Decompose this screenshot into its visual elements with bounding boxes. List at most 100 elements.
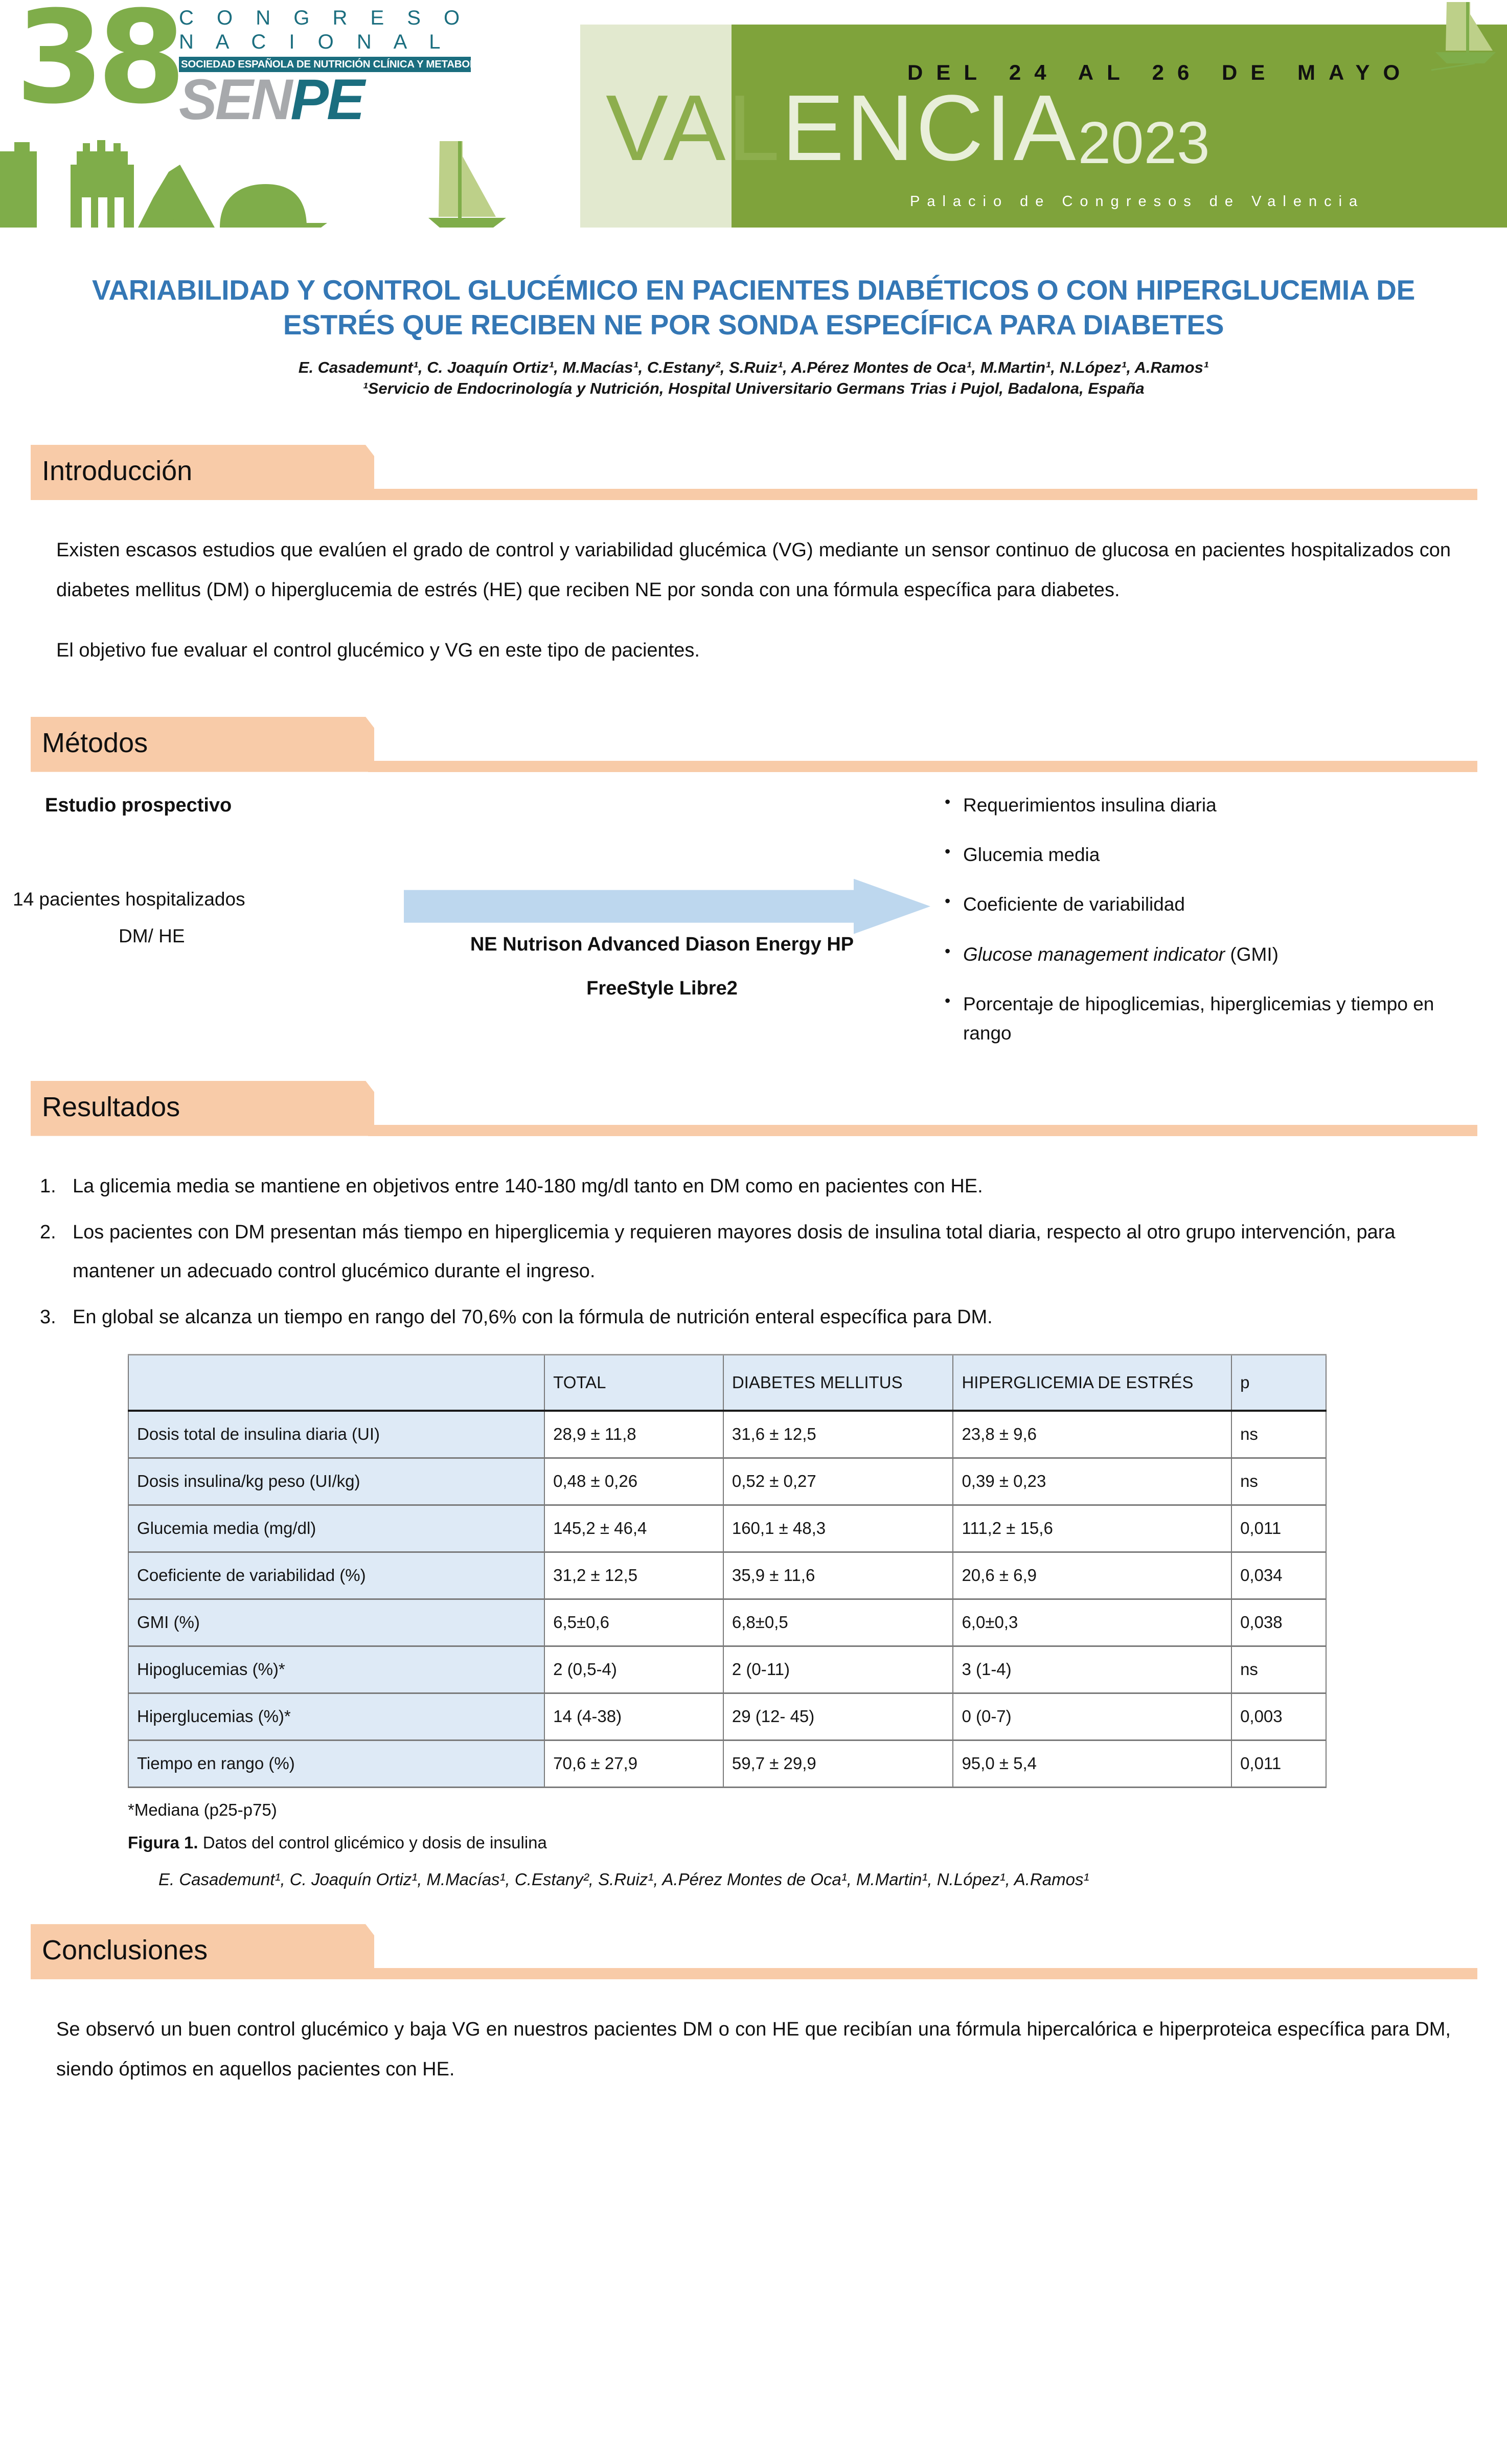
list-item: Glucemia media [941, 839, 1477, 869]
outcome-label: Coeficiente de variabilidad [963, 894, 1185, 915]
cell-total: 6,5±0,6 [544, 1598, 724, 1647]
cell-dm: 0,52 ± 0,27 [722, 1457, 954, 1506]
list-item: Los pacientes con DM presentan más tiemp… [40, 1213, 1396, 1282]
outcome-label: Requerimientos insulina diaria [963, 794, 1217, 816]
figure-caption-text: Datos del control glicémico y dosis de i… [198, 1833, 547, 1852]
cell-dm: 2 (0-11) [722, 1645, 954, 1694]
cell-he: 111,2 ± 15,6 [952, 1504, 1232, 1553]
resultados-list: La glicemia media se mantiene en objetiv… [0, 1167, 1507, 1337]
table-head: TOTAL DIABETES MELLITUS HIPERGLICEMIA DE… [127, 1353, 1327, 1412]
congress-year: 2023 [1078, 109, 1210, 176]
cell-he: 3 (1-4) [952, 1645, 1232, 1694]
senpe-pe: PE [290, 67, 364, 132]
cell-p: ns [1231, 1645, 1327, 1694]
table-row: Glucemia media (mg/dl) 145,2 ± 46,4 160,… [127, 1504, 1327, 1553]
society-name: SOCIEDAD ESPAÑOLA DE NUTRICIÓN CLÍNICA Y… [179, 57, 503, 73]
cell-total: 31,2 ± 12,5 [544, 1551, 724, 1600]
cell-dm: 160,1 ± 48,3 [722, 1504, 954, 1553]
cell-p: 0,011 [1231, 1739, 1327, 1788]
cell-dm: 35,9 ± 11,6 [722, 1551, 954, 1600]
outcome-label: Glucemia media [963, 844, 1100, 865]
section-tab-shape [31, 716, 374, 772]
section-tab-shape [31, 1924, 374, 1980]
row-label: Tiempo en rango (%) [127, 1739, 545, 1788]
senpe-wordmark: C O N G R E S O N A C I O N A L SOCIEDAD… [179, 6, 503, 132]
row-label: Glucemia media (mg/dl) [127, 1504, 545, 1553]
row-label: Hipoglucemias (%)* [127, 1645, 545, 1694]
section-title-resultados: Resultados [42, 1091, 180, 1122]
row-label: Coeficiente de variabilidad (%) [127, 1551, 545, 1600]
table-row: Dosis insulina/kg peso (UI/kg) 0,48 ± 0,… [127, 1457, 1327, 1506]
cell-dm: 31,6 ± 12,5 [722, 1410, 954, 1459]
section-header-introduccion: Introducción [31, 444, 1477, 500]
city-part-bright: ENCIA [782, 75, 1078, 180]
results-table-wrapper: TOTAL DIABETES MELLITUS HIPERGLICEMIA DE… [127, 1353, 1327, 1788]
outcomes-list: Requerimientos insulina diaria Glucemia … [941, 789, 1477, 1069]
cell-p: 0,011 [1231, 1504, 1327, 1553]
section-rule-bar [368, 1124, 1477, 1136]
affiliation-line: ¹Servicio de Endocrinología y Nutrición,… [362, 379, 1145, 397]
outcome-label: (GMI) [1225, 943, 1278, 965]
city-wordmark: VALENCIA2023 [606, 81, 1210, 174]
row-label: Dosis insulina/kg peso (UI/kg) [127, 1457, 545, 1506]
cell-p: 0,003 [1231, 1692, 1327, 1741]
col-header-he: HIPERGLICEMIA DE ESTRÉS [952, 1353, 1232, 1412]
section-rule-bar [368, 1968, 1477, 1980]
row-label: Dosis total de insulina diaria (UI) [127, 1410, 545, 1459]
results-table: TOTAL DIABETES MELLITUS HIPERGLICEMIA DE… [127, 1353, 1327, 1788]
table-row: GMI (%) 6,5±0,6 6,8±0,5 6,0±0,3 0,038 [127, 1598, 1327, 1647]
congress-dates: DEL 24 AL 26 DE MAYO [907, 60, 1413, 84]
cell-total: 14 (4-38) [544, 1692, 724, 1741]
cell-p: 0,038 [1231, 1598, 1327, 1647]
intervention-product-label: NE Nutrison Advanced Diason Energy HP [470, 933, 854, 955]
list-item: La glicemia media se mantiene en objetiv… [40, 1167, 983, 1206]
list-item: En global se alcanza un tiempo en rango … [40, 1298, 993, 1337]
page-title: VARIABILIDAD Y CONTROL GLUCÉMICO EN PACI… [92, 274, 1415, 341]
cell-total: 70,6 ± 27,9 [544, 1739, 724, 1788]
cell-he: 0,39 ± 0,23 [952, 1457, 1232, 1506]
list-item: Coeficiente de variabilidad [941, 889, 1477, 919]
outcome-label: Porcentaje de hipoglicemias, hiperglicem… [963, 993, 1434, 1044]
list-item: Requerimientos insulina diaria [941, 789, 1477, 820]
figure-label: Figura 1. [128, 1833, 198, 1852]
cell-dm: 29 (12- 45) [722, 1692, 954, 1741]
row-label: Hiperglucemias (%)* [127, 1692, 545, 1741]
nacional-label: N A C I O N A L [179, 31, 449, 54]
senpe-sen: SEN [179, 67, 292, 132]
title-block: VARIABILIDAD Y CONTROL GLUCÉMICO EN PACI… [0, 273, 1507, 399]
section-title-introduccion: Introducción [42, 455, 193, 486]
section-title-metodos: Métodos [42, 727, 148, 758]
city-part-pale: VAL [606, 75, 782, 180]
figure-author-list: E. Casademunt¹, C. Joaquín Ortiz¹, M.Mac… [158, 1869, 1089, 1889]
table-row: Hipoglucemias (%)* 2 (0,5-4) 2 (0-11) 3 … [127, 1645, 1327, 1694]
arrow-shape [404, 878, 930, 934]
cell-total: 145,2 ± 46,4 [544, 1504, 724, 1553]
metodos-left-column: Estudio prospectivo [45, 795, 403, 817]
introduccion-paragraph-1: Existen escasos estudios que evalúen el … [56, 539, 1451, 601]
table-row: Coeficiente de variabilidad (%) 31,2 ± 1… [127, 1551, 1327, 1600]
flow-arrow [404, 878, 930, 934]
study-type-label: Estudio prospectivo [45, 794, 232, 816]
patients-count-label: 14 pacientes hospitalizados [13, 888, 245, 910]
section-tab-shape [31, 444, 374, 500]
section-header-metodos: Métodos [31, 716, 1477, 772]
sailboat-icon [1431, 2, 1496, 71]
valencia-skyline-icon [0, 140, 506, 228]
list-item: Porcentaje de hipoglicemias, hiperglicem… [941, 988, 1477, 1048]
cell-he: 6,0±0,3 [952, 1598, 1232, 1647]
cell-p: ns [1231, 1410, 1327, 1459]
cell-dm: 59,7 ± 29,9 [722, 1739, 954, 1788]
congreso-label: C O N G R E S O [179, 7, 469, 29]
cell-p: ns [1231, 1457, 1327, 1506]
table-footnote: *Mediana (p25-p75) [128, 1800, 277, 1819]
cell-total: 28,9 ± 11,8 [544, 1410, 724, 1459]
col-header-p: p [1231, 1353, 1327, 1412]
patient-groups-label: DM/ HE [119, 925, 185, 946]
section-title-conclusiones: Conclusiones [42, 1935, 208, 1966]
figure-caption: Figura 1. Datos del control glicémico y … [128, 1833, 1355, 1852]
col-header-blank [127, 1353, 545, 1412]
cell-he: 20,6 ± 6,9 [952, 1551, 1232, 1600]
section-rule-bar [368, 488, 1477, 500]
table-body: Dosis total de insulina diaria (UI) 28,9… [127, 1410, 1327, 1788]
